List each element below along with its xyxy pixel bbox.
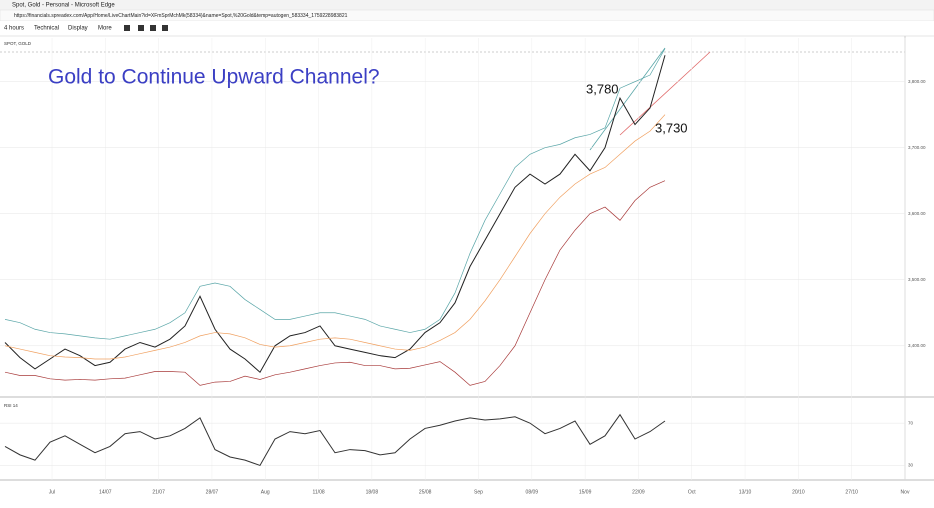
x-tick-label: Oct xyxy=(688,489,696,495)
annotation: 3,730 xyxy=(655,120,688,135)
x-tick-label: 08/09 xyxy=(526,489,539,495)
series-line xyxy=(4,180,666,386)
series-line xyxy=(4,114,666,360)
toolbar-button[interactable]: More xyxy=(98,26,112,32)
chart-title: Gold to Continue Upward Channel? xyxy=(48,66,380,89)
window-title: Spot, Gold - Personal - Microsoft Edge xyxy=(12,3,115,9)
y-tick-label: 3,400.00 xyxy=(908,343,926,348)
y-tick-label: 3,700.00 xyxy=(908,145,926,150)
x-tick-label: 11/08 xyxy=(312,489,324,495)
y-tick-label: 70 xyxy=(908,420,914,425)
x-tick-label: 14/07 xyxy=(99,489,112,495)
annotation: 3,780 xyxy=(586,81,619,96)
series-line xyxy=(4,413,666,467)
x-tick-label: 25/08 xyxy=(419,489,432,495)
x-tick-label: 13/10 xyxy=(739,489,752,495)
channel-line xyxy=(619,51,711,136)
x-tick-label: 22/09 xyxy=(632,489,645,495)
toolbar-icon[interactable] xyxy=(150,25,156,31)
x-tick-label: 18/08 xyxy=(366,489,379,495)
toolbar-icon[interactable] xyxy=(138,25,144,31)
y-tick-label: 3,500.00 xyxy=(908,277,926,282)
x-tick-label: Aug xyxy=(261,489,270,495)
series-line xyxy=(4,48,666,340)
panel-label: RSI 14 xyxy=(4,403,18,408)
y-tick-label: 3,800.00 xyxy=(908,79,926,84)
url: https://financials.spreadex.com/App/Home… xyxy=(14,13,348,19)
toolbar-button[interactable]: Technical xyxy=(34,26,59,32)
y-tick-label: 3,600.00 xyxy=(908,211,926,216)
x-tick-label: 20/10 xyxy=(792,489,805,495)
title-bar xyxy=(0,0,934,10)
x-tick-label: 27/10 xyxy=(845,489,858,495)
x-tick-label: Sep xyxy=(474,489,483,495)
toolbar-icon[interactable] xyxy=(162,25,168,31)
x-tick-label: 28/07 xyxy=(206,489,219,495)
channel-line xyxy=(589,47,666,151)
toolbar-button[interactable]: 4 hours xyxy=(4,26,24,32)
panel-label: SPOT, GOLD xyxy=(4,41,32,46)
series-line xyxy=(4,55,666,373)
x-tick-label: Jul xyxy=(49,489,55,495)
x-tick-label: 21/07 xyxy=(152,489,165,495)
x-tick-label: 15/09 xyxy=(579,489,592,495)
toolbar-icon[interactable] xyxy=(124,25,130,31)
y-tick-label: 30 xyxy=(908,463,914,468)
toolbar-button[interactable]: Display xyxy=(68,26,88,32)
toolbar xyxy=(0,21,934,35)
x-tick-label: Nov xyxy=(901,489,910,495)
